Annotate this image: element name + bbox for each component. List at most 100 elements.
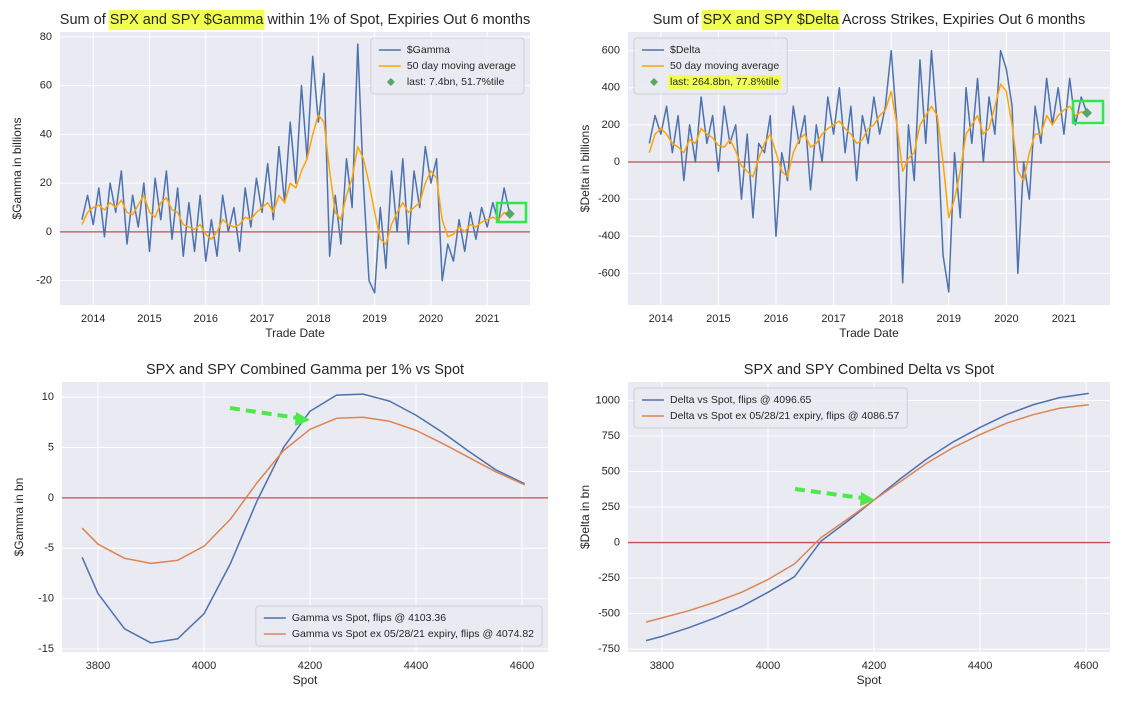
legend-item: Delta vs Spot, flips @ 4096.65	[642, 394, 812, 406]
title-group: SPX and SPY Combined Delta vs Spot	[744, 362, 994, 378]
x-tick-label: 2015	[137, 313, 161, 325]
legend-label: $Gamma	[407, 44, 450, 56]
plot-marks	[648, 49, 1092, 293]
x-tick-label: 2018	[306, 313, 330, 325]
legend: Delta vs Spot, flips @ 4096.65 Delta vs S…	[633, 387, 908, 429]
legend-label: Delta vs Spot, flips @ 4096.65	[670, 394, 812, 406]
chart-panel: 3800 4000 4200 4400 4600 -15 -10 -5 0 5 10 Spot $Gam…	[12, 362, 548, 687]
chart-panel: 2014 2015 2016 2017 2018 2019 2020 2021 -600 -400…	[578, 10, 1110, 340]
legend-item: 50 day moving average	[378, 60, 516, 72]
y-axis-label: $Delta in billions	[578, 125, 592, 212]
x-tick-label: 2019	[937, 313, 961, 325]
y-tick-label: 60	[40, 80, 52, 92]
x-axis-label: Trade Date	[265, 326, 325, 340]
y-tick-label: 500	[602, 465, 620, 477]
y-axis-label: $Delta in bn	[578, 485, 592, 549]
legend-label: $Delta	[670, 44, 701, 56]
series-line	[645, 392, 1089, 642]
x-tick-label: 2021	[475, 313, 499, 325]
x-tick-label: 2020	[419, 313, 443, 325]
y-tick-label: 80	[40, 31, 52, 43]
plot-marks	[645, 392, 1089, 642]
x-tick-label: 4400	[968, 660, 992, 672]
x-tick-label: 2016	[194, 313, 218, 325]
series-line	[81, 416, 525, 565]
plot-marks	[81, 393, 526, 644]
chart-title: Sum of SPX and SPY $Gamma within 1% of S…	[60, 12, 530, 28]
y-tick-label: -15	[38, 643, 54, 655]
legend-item: Delta vs Spot ex 05/28/21 expiry, flips …	[642, 410, 900, 422]
y-tick-label: 20	[40, 177, 52, 189]
title-group: Sum of SPX and SPY $Gamma within 1% of S…	[60, 10, 530, 30]
y-tick-label: -600	[598, 267, 620, 279]
x-tick-label: 2016	[764, 313, 788, 325]
y-axis-label: $Gamma in billions	[10, 117, 24, 219]
x-tick-label: 3800	[650, 660, 674, 672]
y-tick-label: 5	[48, 441, 54, 453]
y-tick-label: -20	[36, 275, 52, 287]
y-axis-label: $Gamma in bn	[12, 478, 26, 557]
legend-label: last: 264.8bn, 77.8%tile	[670, 76, 779, 88]
chart-panel: 3800 4000 4200 4400 4600 -750 -500 -250 0 250 500 7…	[578, 362, 1110, 687]
y-tick-label: 1000	[596, 394, 620, 406]
legend-box	[633, 387, 908, 429]
legend-item: $Delta	[642, 44, 701, 56]
legend-item: last: 264.8bn, 77.8%tile	[650, 75, 782, 89]
y-tick-label: 40	[40, 128, 52, 140]
legend-label: last: 7.4bn, 51.7%tile	[407, 76, 505, 88]
legend-item: Gamma vs Spot, flips @ 4103.36	[263, 612, 446, 624]
x-tick-label: 4000	[192, 660, 216, 672]
x-tick-label: 4600	[510, 660, 534, 672]
y-tick-label: 200	[602, 119, 620, 131]
x-tick-label: 3800	[86, 660, 110, 672]
legend-item: $Gamma	[378, 44, 450, 56]
y-tick-label: 600	[602, 44, 620, 56]
legend-item: last: 7.4bn, 51.7%tile	[386, 76, 505, 88]
title-group: SPX and SPY Combined Gamma per 1% vs Spo…	[146, 362, 464, 378]
y-tick-label: 750	[602, 430, 620, 442]
title-highlight	[701, 10, 840, 30]
legend-label: Gamma vs Spot, flips @ 4103.36	[292, 612, 446, 624]
legend-swatch	[650, 78, 658, 86]
legend: $Delta 50 day moving average last: 264.8bn…	[633, 37, 788, 95]
legend-box	[370, 37, 525, 95]
callout-box	[495, 201, 528, 224]
arrow-head	[860, 492, 875, 506]
y-tick-label: -250	[598, 572, 620, 584]
x-axis-label: Spot	[293, 673, 318, 687]
legend-label: 50 day moving average	[407, 60, 516, 72]
y-tick-label: 10	[42, 391, 54, 403]
y-tick-label: 0	[614, 156, 620, 168]
y-tick-label: 0	[46, 226, 52, 238]
x-tick-label: 2018	[879, 313, 903, 325]
y-tick-label: 0	[48, 492, 54, 504]
x-tick-label: 4000	[756, 660, 780, 672]
legend-swatch	[386, 78, 395, 86]
x-axis-label: Spot	[857, 673, 882, 687]
y-tick-label: -400	[598, 230, 620, 242]
y-tick-label: -500	[598, 608, 620, 620]
x-tick-label: 2021	[1052, 313, 1076, 325]
legend-item: Gamma vs Spot ex 05/28/21 expiry, flips …	[263, 628, 534, 640]
y-tick-label: -5	[44, 542, 54, 554]
callout-arrow	[794, 487, 863, 500]
last-point	[1081, 107, 1092, 118]
x-tick-label: 2019	[362, 313, 386, 325]
x-tick-label: 2015	[706, 313, 730, 325]
x-tick-label: 4200	[862, 660, 886, 672]
series-line	[648, 83, 1088, 219]
legend-box	[255, 605, 543, 647]
title-highlight	[108, 10, 265, 30]
legend-item: 50 day moving average	[642, 60, 779, 72]
x-axis-label: Trade Date	[839, 326, 899, 340]
legend-label: 50 day moving average	[670, 60, 779, 72]
chart-title: SPX and SPY Combined Gamma per 1% vs Spo…	[146, 362, 464, 378]
charts: 2014 2015 2016 2017 2018 2019 2020 2021-2002040…	[10, 10, 1110, 687]
x-tick-label: 4400	[404, 660, 428, 672]
legend-highlight	[668, 75, 782, 89]
last-point	[504, 208, 515, 219]
chart-title: SPX and SPY Combined Delta vs Spot	[744, 362, 994, 378]
title-group: Sum of SPX and SPY $Delta Across Strikes…	[653, 10, 1085, 30]
legend-label: Delta vs Spot ex 05/28/21 expiry, flips …	[670, 410, 900, 422]
